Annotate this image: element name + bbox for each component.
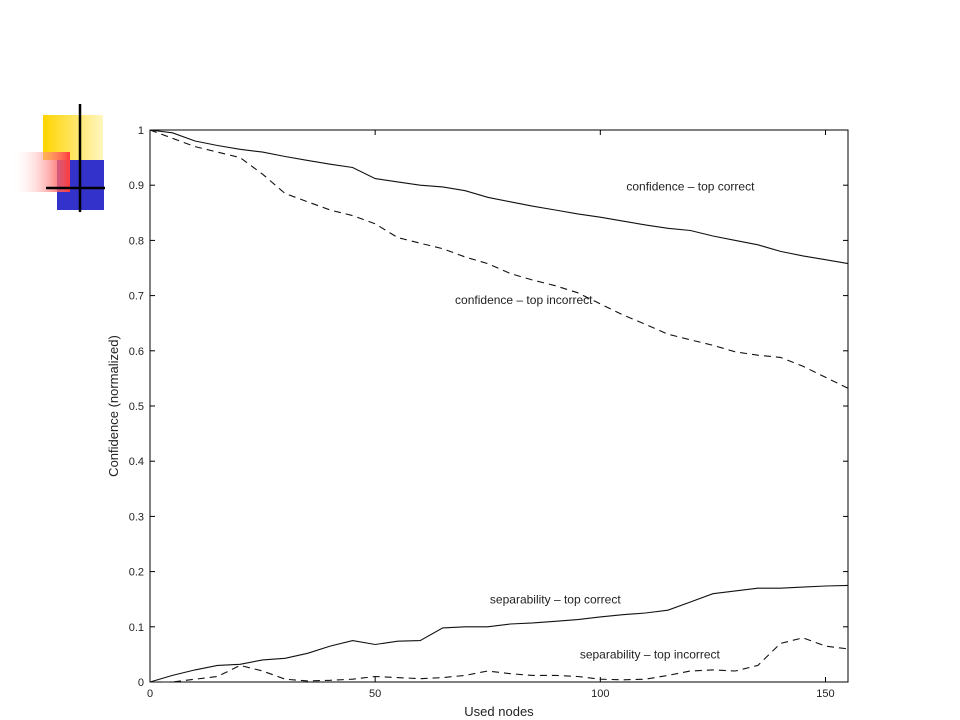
x-axis-label: Used nodes [464, 704, 534, 719]
y-tick-label: 0.7 [129, 291, 144, 303]
series-line-2 [149, 129, 849, 389]
y-tick-label: 0.2 [129, 567, 144, 579]
y-tick-label: 0.9 [129, 180, 144, 192]
y-axis-label: Confidence (normalized) [106, 335, 121, 477]
y-tick-label: 0 [138, 677, 144, 689]
series-annotation: separability – top incorrect [580, 647, 721, 661]
x-tick-label: 0 [147, 688, 153, 700]
x-tick-label: 100 [591, 688, 609, 700]
y-tick-label: 1 [138, 125, 144, 137]
series-annotation: confidence – top incorrect [455, 293, 593, 307]
red-square [12, 152, 70, 192]
y-tick-label: 0.5 [129, 401, 144, 413]
decorative-squares-icon [12, 104, 105, 212]
y-tick-label: 0.4 [129, 456, 144, 468]
series-line-1 [149, 129, 849, 265]
y-tick-label: 0.8 [129, 235, 144, 247]
series-line-4 [150, 637, 849, 683]
series-annotation: separability – top correct [490, 593, 621, 607]
x-tick-label: 150 [816, 688, 834, 700]
series-annotation: confidence – top correct [626, 180, 755, 194]
y-tick-label: 0.1 [129, 622, 144, 634]
y-tick-label: 0.3 [129, 511, 144, 523]
x-tick-label: 50 [369, 688, 381, 700]
y-tick-label: 0.6 [129, 346, 144, 358]
series-line-3 [149, 584, 849, 683]
